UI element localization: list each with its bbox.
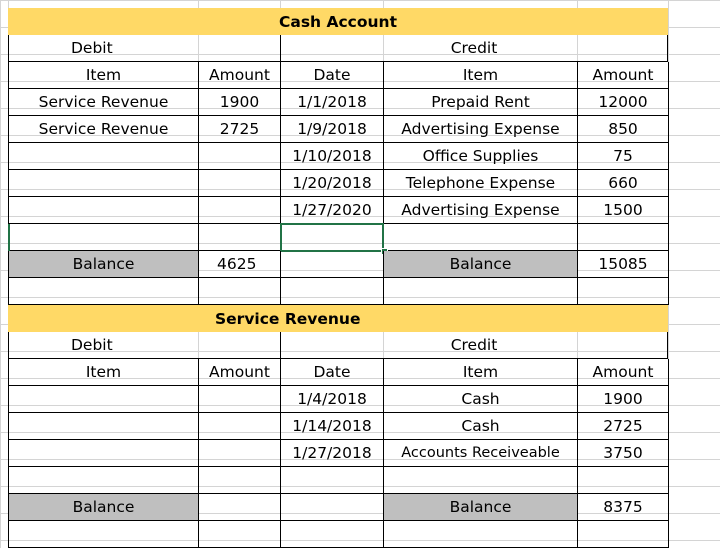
service-credit-item[interactable]: Cash xyxy=(384,386,578,413)
empty-cell[interactable] xyxy=(281,494,384,521)
empty-cell[interactable] xyxy=(199,467,281,494)
cash-credit-label[interactable]: Credit xyxy=(280,35,668,62)
empty-cell[interactable] xyxy=(384,467,578,494)
empty-cell[interactable] xyxy=(8,224,199,251)
cash-credit-amount[interactable]: 12000 xyxy=(578,89,669,116)
cash-credit-item[interactable]: Prepaid Rent xyxy=(384,89,578,116)
service-revenue-title[interactable]: Service Revenue xyxy=(8,305,668,332)
cash-credit-date[interactable]: 1/10/2018 xyxy=(281,143,384,170)
cash-credit-item[interactable]: Telephone Expense xyxy=(384,170,578,197)
service-header-amount[interactable]: Amount xyxy=(199,359,281,386)
empty-cell[interactable] xyxy=(8,413,199,440)
service-credit-date[interactable]: 1/4/2018 xyxy=(281,386,384,413)
empty-cell[interactable] xyxy=(8,278,199,305)
cash-credit-date[interactable]: 1/1/2018 xyxy=(281,89,384,116)
cash-debit-item[interactable] xyxy=(8,197,199,224)
service-credit-item[interactable]: Cash xyxy=(384,413,578,440)
cash-credit-balance-value[interactable]: 15085 xyxy=(578,251,669,278)
cash-credit-item[interactable]: Office Supplies xyxy=(384,143,578,170)
service-credit-amount[interactable]: 3750 xyxy=(578,440,669,467)
empty-cell[interactable] xyxy=(8,467,199,494)
cash-debit-item[interactable] xyxy=(8,170,199,197)
empty-cell[interactable] xyxy=(199,386,281,413)
empty-cell[interactable] xyxy=(578,278,669,305)
empty-cell[interactable] xyxy=(8,386,199,413)
service-credit-balance-value[interactable]: 8375 xyxy=(578,494,669,521)
cash-credit-date[interactable]: 1/20/2018 xyxy=(281,170,384,197)
service-header-item[interactable]: Item xyxy=(8,359,199,386)
cash-credit-date[interactable]: 1/9/2018 xyxy=(281,116,384,143)
cash-header-date[interactable]: Date xyxy=(281,62,384,89)
cash-debit-item[interactable]: Service Revenue xyxy=(8,89,199,116)
service-credit-amount[interactable]: 2725 xyxy=(578,413,669,440)
empty-cell[interactable] xyxy=(199,440,281,467)
empty-cell[interactable] xyxy=(578,521,669,548)
service-header-credit-amount[interactable]: Amount xyxy=(578,359,669,386)
cash-debit-amount[interactable] xyxy=(199,143,281,170)
cash-credit-amount[interactable]: 75 xyxy=(578,143,669,170)
cash-credit-amount[interactable]: 850 xyxy=(578,116,669,143)
cash-debit-item[interactable] xyxy=(8,143,199,170)
empty-cell[interactable] xyxy=(384,521,578,548)
service-credit-item[interactable]: Accounts Receiveable xyxy=(384,440,578,467)
empty-cell[interactable] xyxy=(199,278,281,305)
cash-credit-item[interactable]: Advertising Expense xyxy=(384,197,578,224)
cash-debit-balance-value[interactable]: 4625 xyxy=(199,251,281,278)
service-header-credit-item[interactable]: Item xyxy=(384,359,578,386)
cash-credit-amount[interactable]: 1500 xyxy=(578,197,669,224)
empty-cell[interactable] xyxy=(281,467,384,494)
cash-header-credit-item[interactable]: Item xyxy=(384,62,578,89)
cash-header-credit-amount[interactable]: Amount xyxy=(578,62,669,89)
service-credit-amount[interactable]: 1900 xyxy=(578,386,669,413)
cash-header-amount[interactable]: Amount xyxy=(199,62,281,89)
cash-credit-balance-label[interactable]: Balance xyxy=(384,251,578,278)
service-header-date[interactable]: Date xyxy=(281,359,384,386)
empty-cell[interactable] xyxy=(281,521,384,548)
cash-debit-item[interactable]: Service Revenue xyxy=(8,116,199,143)
empty-cell[interactable] xyxy=(578,467,669,494)
cash-debit-amount[interactable] xyxy=(199,170,281,197)
empty-cell[interactable] xyxy=(8,440,199,467)
cash-debit-amount[interactable] xyxy=(199,197,281,224)
cash-credit-date[interactable]: 1/27/2020 xyxy=(281,197,384,224)
cash-account-title[interactable]: Cash Account xyxy=(8,8,668,35)
cash-header-item[interactable]: Item xyxy=(8,62,199,89)
cash-debit-amount[interactable]: 1900 xyxy=(199,89,281,116)
empty-cell[interactable] xyxy=(384,224,578,251)
service-debit-balance-value[interactable] xyxy=(199,494,281,521)
empty-cell[interactable] xyxy=(199,413,281,440)
empty-cell[interactable] xyxy=(8,521,199,548)
row-selection-marker xyxy=(8,224,10,251)
service-debit-balance-label[interactable]: Balance xyxy=(8,494,199,521)
service-credit-date[interactable]: 1/27/2018 xyxy=(281,440,384,467)
empty-cell[interactable] xyxy=(281,251,384,278)
service-credit-date[interactable]: 1/14/2018 xyxy=(281,413,384,440)
service-debit-label[interactable]: Debit xyxy=(8,332,280,359)
empty-cell[interactable] xyxy=(281,278,384,305)
service-credit-label[interactable]: Credit xyxy=(280,332,668,359)
active-cell-selection[interactable] xyxy=(280,223,384,252)
service-credit-balance-label[interactable]: Balance xyxy=(384,494,578,521)
cash-debit-balance-label[interactable]: Balance xyxy=(8,251,199,278)
cash-credit-item[interactable]: Advertising Expense xyxy=(384,116,578,143)
cash-debit-label[interactable]: Debit xyxy=(8,35,280,62)
empty-cell[interactable] xyxy=(199,224,281,251)
empty-cell[interactable] xyxy=(199,521,281,548)
empty-cell[interactable] xyxy=(578,224,669,251)
cash-debit-amount[interactable]: 2725 xyxy=(199,116,281,143)
cash-credit-amount[interactable]: 660 xyxy=(578,170,669,197)
empty-cell[interactable] xyxy=(384,278,578,305)
